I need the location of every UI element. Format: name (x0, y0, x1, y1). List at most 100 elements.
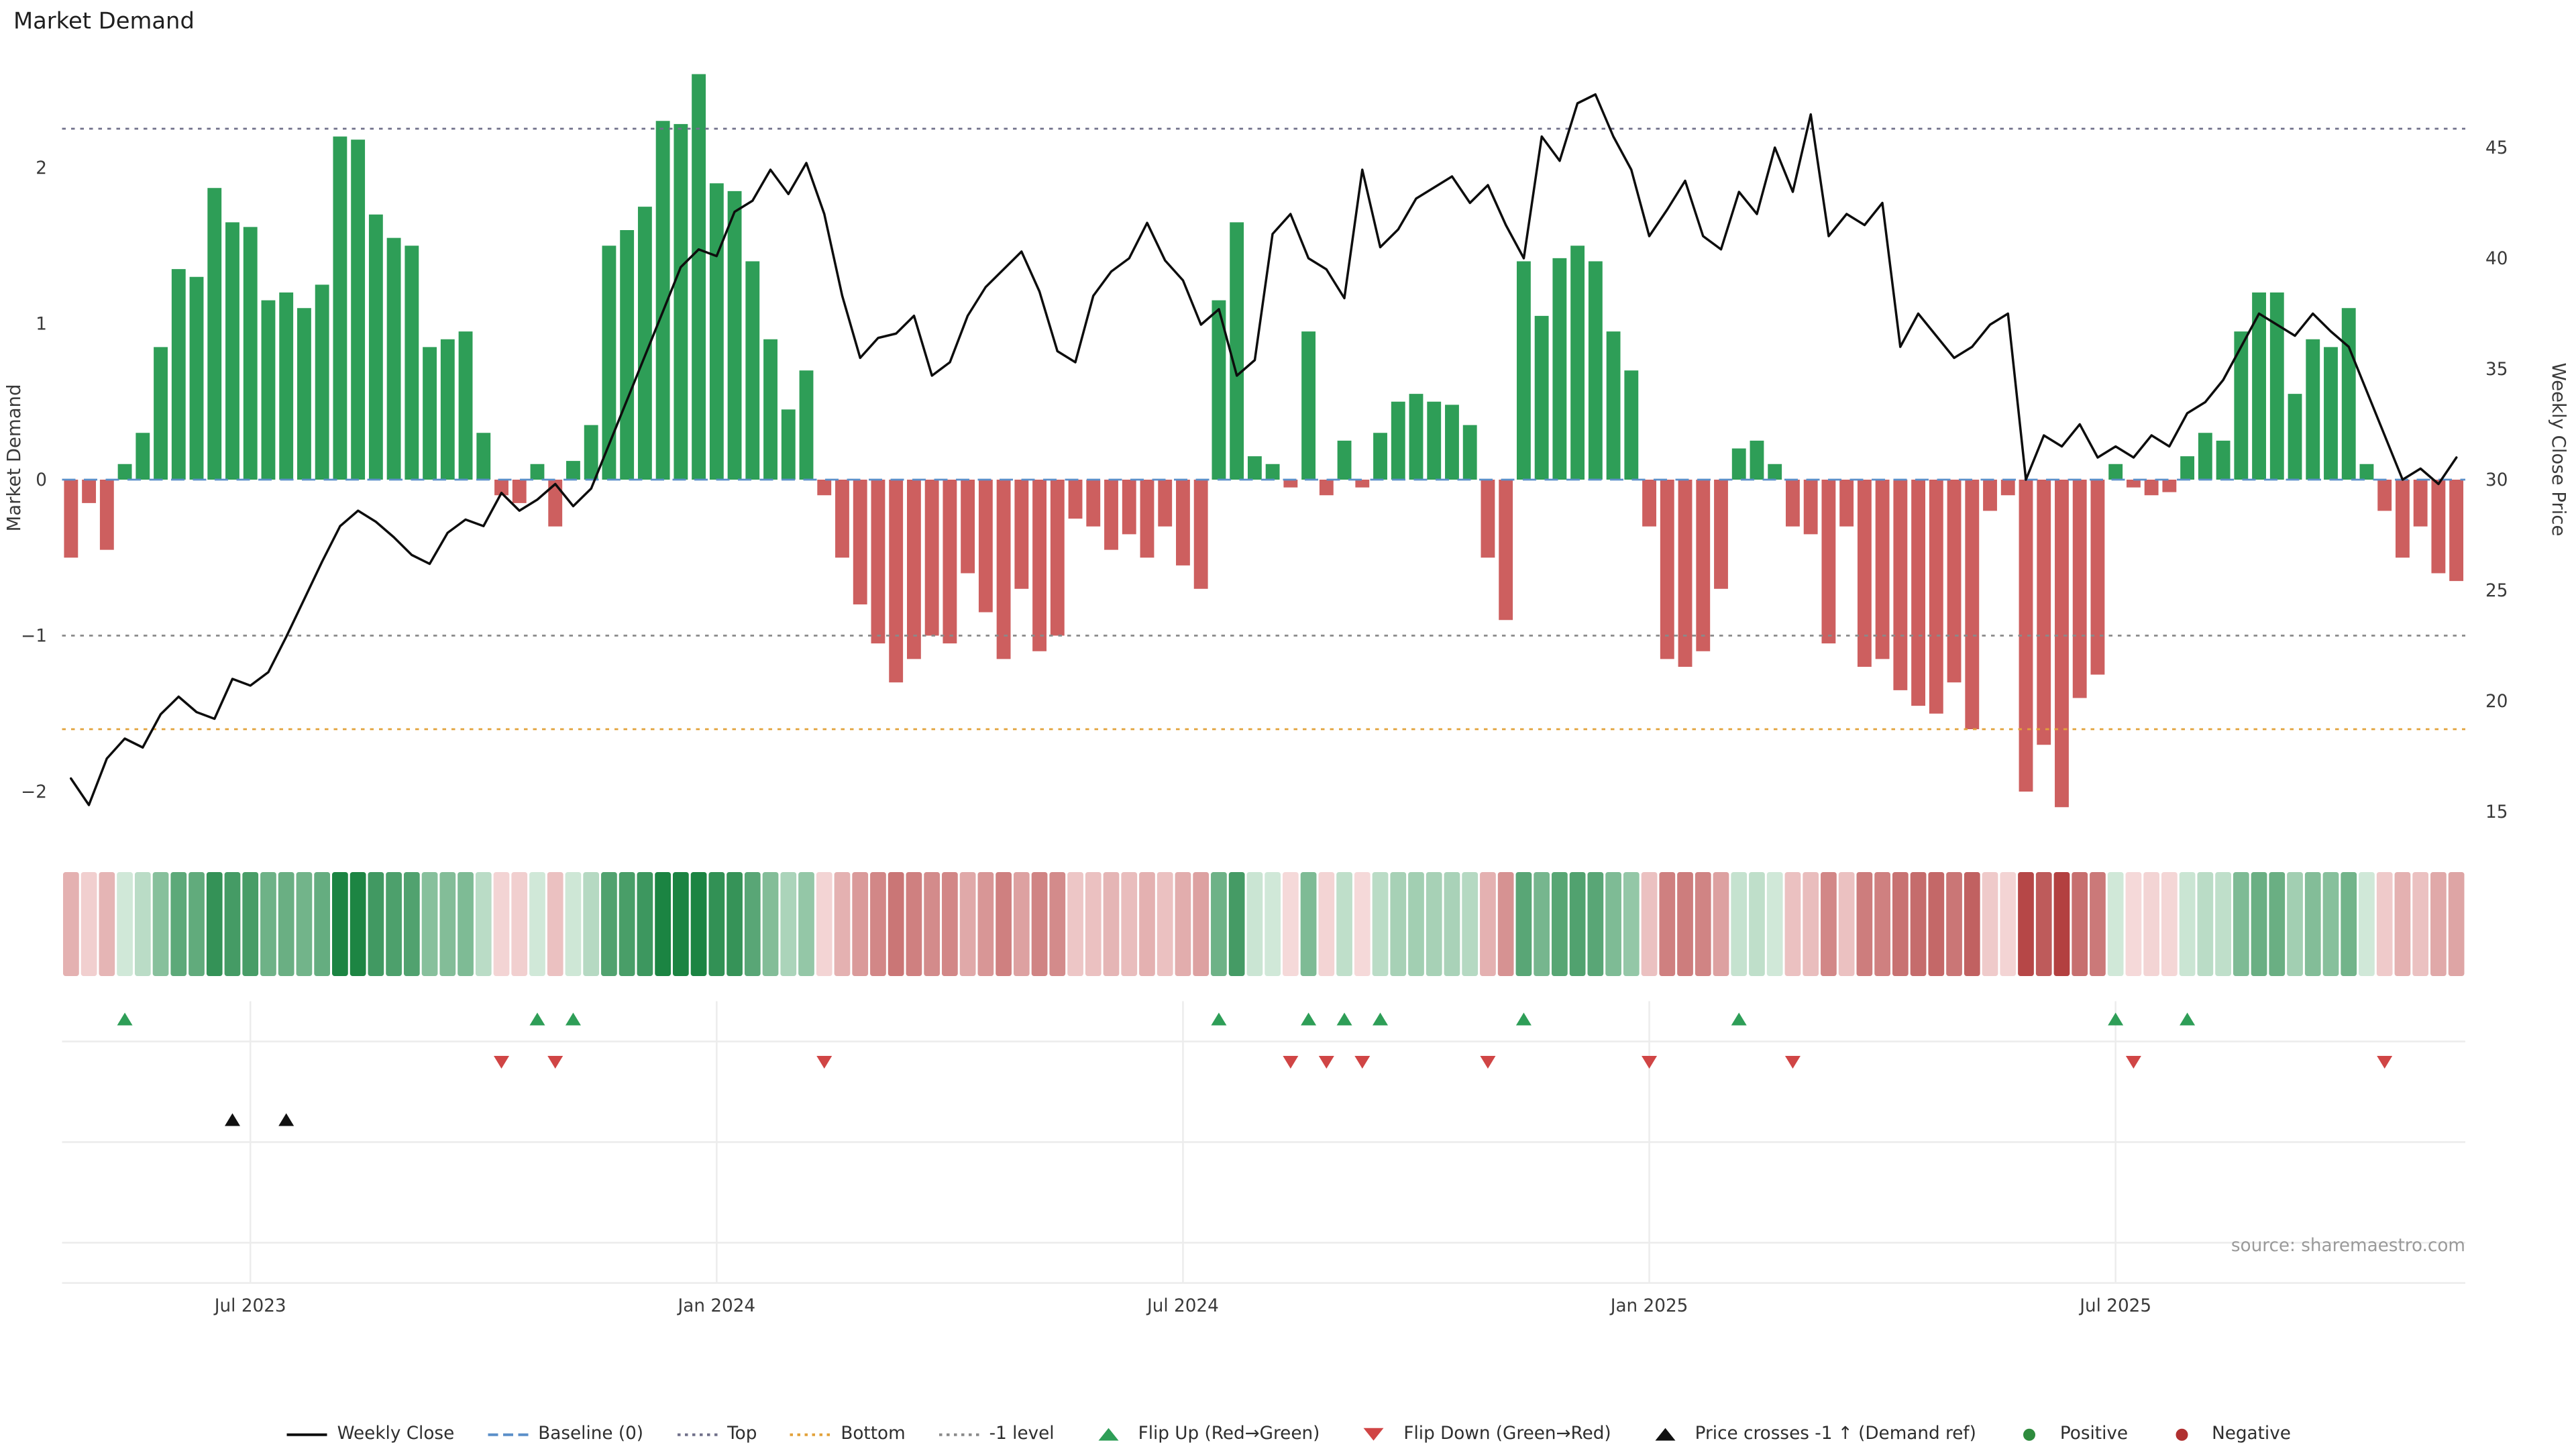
right-axis-label: Weekly Close Price (2548, 363, 2569, 537)
heatmap-cell (852, 872, 869, 976)
legend-label: Bottom (841, 1424, 906, 1444)
heatmap-cell (708, 872, 725, 976)
demand-bar (1050, 480, 1065, 636)
heatmap-cell (2359, 872, 2375, 976)
legend-label: Price crosses -1 ↑ (Demand ref) (1695, 1424, 1976, 1444)
heatmap-cell (1497, 872, 1514, 976)
heatmap-cell (2430, 872, 2447, 976)
y-tick-label-right: 40 (2485, 249, 2508, 269)
flip-down-marker (494, 1056, 510, 1069)
flip-down-marker (1642, 1056, 1658, 1069)
demand-bar (2359, 464, 2374, 480)
heatmap-cell (2090, 872, 2106, 976)
demand-bar (817, 480, 832, 496)
demand-bar (1499, 480, 1513, 621)
demand-bar (1337, 440, 1352, 480)
heatmap-cell (762, 872, 779, 976)
demand-bar (2144, 480, 2159, 496)
source-credit: source: sharemaestro.com (2231, 1236, 2465, 1256)
x-tick-label: Jan 2025 (1609, 1296, 1688, 1316)
heatmap-cell (1552, 872, 1568, 976)
heatmap-cell (152, 872, 169, 976)
demand-bar (763, 339, 777, 480)
heatmap-cell (655, 872, 671, 976)
heatmap-cell (1390, 872, 1407, 976)
flip-up-marker (2108, 1012, 2124, 1026)
demand-bar (1283, 480, 1298, 488)
heatmap-cell (1641, 872, 1658, 976)
flip-up-marker (565, 1012, 581, 1026)
demand-bar (171, 269, 186, 480)
demand-bar (1821, 480, 1836, 644)
heatmap-cell (1157, 872, 1173, 976)
demand-bar (655, 121, 670, 480)
heatmap-cell (1821, 872, 1837, 976)
demand-bar (1247, 456, 1262, 480)
demand-bar (530, 464, 545, 480)
heatmap-cell (224, 872, 241, 976)
demand-bar (1875, 480, 1890, 659)
flip-up-marker (1515, 1012, 1532, 1026)
legend-item-price-crosses-1-demand-ref: Price crosses -1 ↑ (Demand ref) (1643, 1424, 1976, 1444)
legend-label: Positive (2059, 1424, 2129, 1444)
heatmap-cell (2304, 872, 2321, 976)
demand-bar (2000, 480, 2015, 496)
heatmap-cell (583, 872, 600, 976)
demand-bar (1696, 480, 1711, 651)
demand-bar (386, 237, 401, 480)
heatmap-cell (1067, 872, 1083, 976)
demand-bar (279, 292, 294, 480)
demand-bar (1373, 433, 1387, 480)
demand-bar (1731, 448, 1746, 480)
demand-bar (405, 246, 419, 480)
y-tick-label-right: 15 (2485, 802, 2508, 822)
demand-bar (2019, 480, 2033, 792)
flip-down-marker (1354, 1056, 1371, 1069)
y-tick-label-right: 45 (2485, 138, 2508, 158)
demand-bar (1947, 480, 1962, 683)
heatmap-cell (439, 872, 456, 976)
demand-bar (799, 370, 814, 480)
demand-bar (82, 480, 97, 503)
heatmap-cell (547, 872, 564, 976)
axes-ticks: −2 −1 0 1 2 15 20 25 30 35 40 45 Jul 2023 Jan 2024 Jul… (21, 138, 2508, 1316)
flip-down-marker (2125, 1056, 2141, 1069)
heatmap-cell (1336, 872, 1352, 976)
heatmap-cell (458, 872, 474, 976)
heatmap-cell (906, 872, 922, 976)
heatmap-cell (637, 872, 653, 976)
heatmap-cell (117, 872, 133, 976)
heatmap-cell (350, 872, 366, 976)
heatmap-cell (1910, 872, 1927, 976)
flip-down-marker (1784, 1056, 1801, 1069)
y-tick-label-left: −1 (21, 626, 47, 646)
demand-bar (423, 347, 437, 480)
demand-bar (2216, 440, 2231, 480)
demand-bar (1642, 480, 1656, 527)
heatmap-cell (1103, 872, 1120, 976)
heatmap-cell (1605, 872, 1621, 976)
heatmap-cell (1515, 872, 1532, 976)
demand-bar (351, 140, 366, 480)
heatmap-cell (2287, 872, 2303, 976)
demand-bar (99, 480, 114, 550)
heatmap-cell (1946, 872, 1962, 976)
y-tick-label-left: 0 (36, 470, 47, 490)
demand-bar (1588, 261, 1603, 480)
heatmap-cell (1803, 872, 1819, 976)
heatmap-cell (2179, 872, 2196, 976)
heatmap-cell (296, 872, 313, 976)
flip-up-marker (1373, 1012, 1389, 1026)
demand-bar (1911, 480, 1926, 706)
demand-bar (709, 183, 724, 480)
demand-bar (2055, 480, 2069, 808)
heatmap-cell (314, 872, 331, 976)
heatmap-cell (1085, 872, 1102, 976)
heatmap-cell (1139, 872, 1155, 976)
demand-bar (692, 74, 706, 480)
demand-bar (2377, 480, 2392, 511)
heatmap-cell (1049, 872, 1066, 976)
heatmap-cell (475, 872, 492, 976)
legend-item-top: Top (676, 1424, 757, 1444)
